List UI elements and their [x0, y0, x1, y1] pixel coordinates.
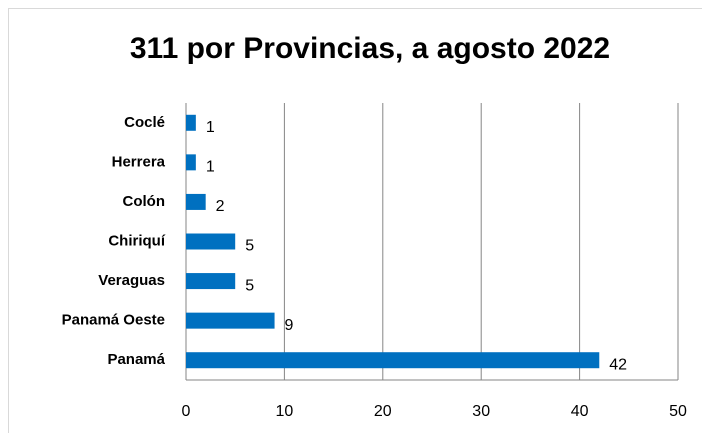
chart-border [8, 8, 702, 433]
value-label: 1 [206, 119, 215, 136]
bar [186, 312, 275, 329]
x-tick-label: 10 [276, 403, 294, 420]
x-tick-label: 40 [571, 403, 589, 420]
x-tick-label: 0 [182, 403, 191, 420]
bar [186, 193, 206, 210]
value-label: 5 [245, 238, 254, 255]
bar [186, 273, 236, 290]
chart-title: 311 por Provincias, a agosto 2022 [130, 32, 610, 65]
value-label: 2 [216, 198, 225, 215]
y-tick-label: Panamá [107, 351, 165, 368]
y-tick-label: Colón [123, 193, 166, 210]
x-tick-label: 50 [669, 403, 687, 420]
value-label: 42 [609, 356, 627, 373]
x-tick-label: 20 [374, 403, 392, 420]
y-tick-label: Panamá Oeste [62, 312, 165, 329]
y-tick-label: Herrera [112, 153, 166, 170]
y-tick-label: Veraguas [98, 272, 165, 289]
bar [186, 154, 196, 171]
bar [186, 233, 236, 250]
y-tick-label: Coclé [124, 114, 165, 131]
y-tick-label: Chiriquí [108, 232, 165, 249]
bar [186, 114, 196, 131]
x-tick-label: 30 [472, 403, 490, 420]
bar [186, 352, 600, 369]
value-label: 5 [245, 277, 254, 294]
value-label: 9 [285, 317, 294, 334]
value-label: 1 [206, 159, 215, 176]
